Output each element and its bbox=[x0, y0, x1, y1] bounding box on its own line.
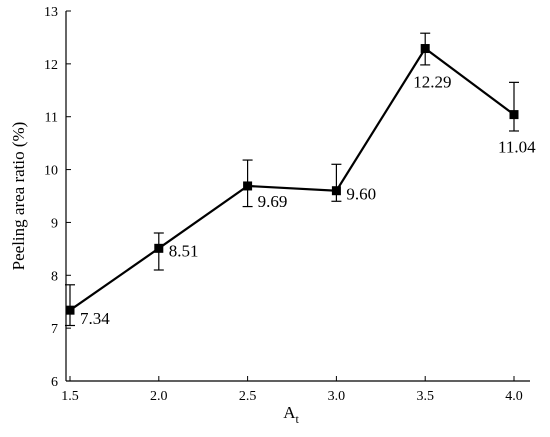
data-label: 12.29 bbox=[413, 73, 451, 92]
data-label: 9.60 bbox=[346, 185, 376, 204]
y-tick-label: 12 bbox=[44, 58, 58, 73]
x-tick-label: 4.0 bbox=[505, 389, 523, 404]
y-tick-label: 7 bbox=[51, 322, 58, 337]
data-labels: 7.34 8.51 9.69 9.60 12.29 11.04 bbox=[80, 73, 536, 329]
x-axis-title-main: A bbox=[283, 403, 296, 422]
plot-area bbox=[65, 11, 530, 382]
x-tick-label: 1.5 bbox=[61, 389, 79, 404]
data-point-marker bbox=[154, 243, 164, 253]
data-point-marker bbox=[420, 44, 430, 54]
data-label: 11.04 bbox=[498, 138, 536, 157]
data-point-marker bbox=[509, 110, 519, 120]
data-label: 7.34 bbox=[80, 309, 110, 328]
y-tick-label: 6 bbox=[51, 375, 58, 390]
x-tick-label: 2.5 bbox=[239, 389, 257, 404]
data-point-marker bbox=[331, 186, 341, 196]
y-tick-label: 10 bbox=[44, 164, 58, 179]
y-axis-ticks: 6 7 8 9 10 11 12 13 bbox=[44, 5, 71, 390]
x-axis-ticks: 1.5 2.0 2.5 3.0 3.5 4.0 bbox=[61, 376, 523, 404]
y-tick-label: 8 bbox=[51, 269, 58, 284]
data-label: 8.51 bbox=[169, 241, 199, 260]
x-axis-title: At bbox=[283, 403, 299, 426]
data-point-marker bbox=[65, 305, 75, 315]
x-axis-title-subscript: t bbox=[295, 412, 299, 426]
x-tick-label: 2.0 bbox=[150, 389, 168, 404]
x-tick-label: 3.0 bbox=[328, 389, 346, 404]
y-tick-label: 9 bbox=[51, 216, 58, 231]
series-group bbox=[65, 44, 519, 315]
data-point-marker bbox=[243, 181, 253, 191]
error-bars bbox=[65, 32, 519, 327]
y-tick-label: 11 bbox=[45, 111, 58, 126]
series-line bbox=[69, 46, 515, 312]
y-tick-label: 13 bbox=[44, 5, 58, 20]
y-axis-title: Peeling area ratio (%) bbox=[9, 122, 28, 271]
data-label: 9.69 bbox=[258, 192, 288, 211]
x-tick-label: 3.5 bbox=[416, 389, 434, 404]
